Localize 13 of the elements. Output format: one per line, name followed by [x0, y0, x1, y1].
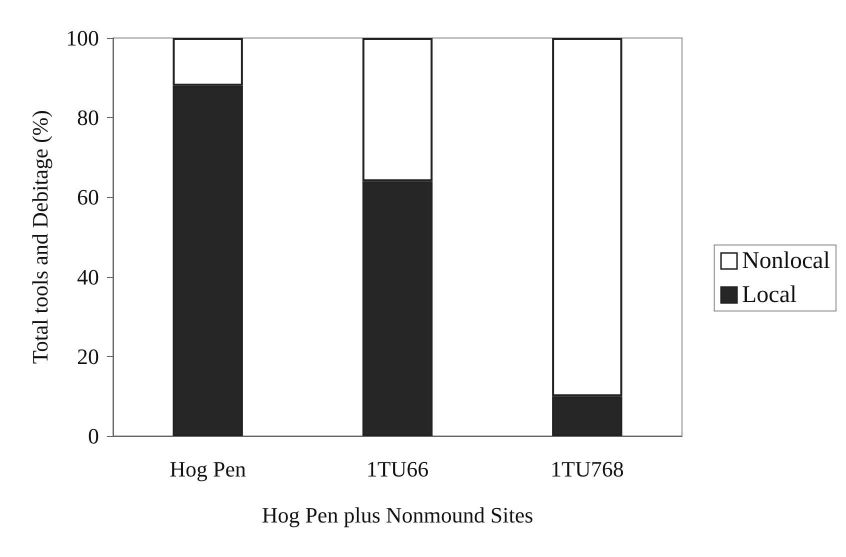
- x-tick-label: 1TU66: [366, 456, 429, 482]
- y-tick-label: 20: [77, 344, 99, 369]
- x-tick-label: Hog Pen: [170, 456, 246, 482]
- y-tick-label: 40: [77, 264, 99, 290]
- y-tick-label: 100: [66, 26, 99, 50]
- y-tick-label: 0: [88, 424, 99, 448]
- x-tick-label: 1TU768: [550, 456, 624, 482]
- y-tick-label: 60: [77, 184, 99, 210]
- x-axis-title: Hog Pen plus Nonmound Sites: [262, 502, 534, 528]
- y-axis-title: Total tools and Debitage (%): [28, 110, 52, 364]
- y-tick-label: 80: [77, 105, 99, 130]
- legend-label: Local: [742, 282, 797, 308]
- legend-label: Nonlocal: [742, 248, 830, 274]
